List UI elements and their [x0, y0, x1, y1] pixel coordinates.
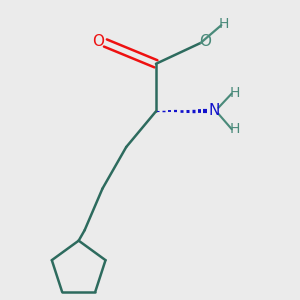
- Text: N: N: [209, 103, 220, 118]
- Text: H: H: [230, 122, 240, 136]
- Text: H: H: [230, 86, 240, 100]
- Text: O: O: [199, 34, 211, 49]
- Text: O: O: [92, 34, 104, 49]
- Text: H: H: [219, 17, 230, 31]
